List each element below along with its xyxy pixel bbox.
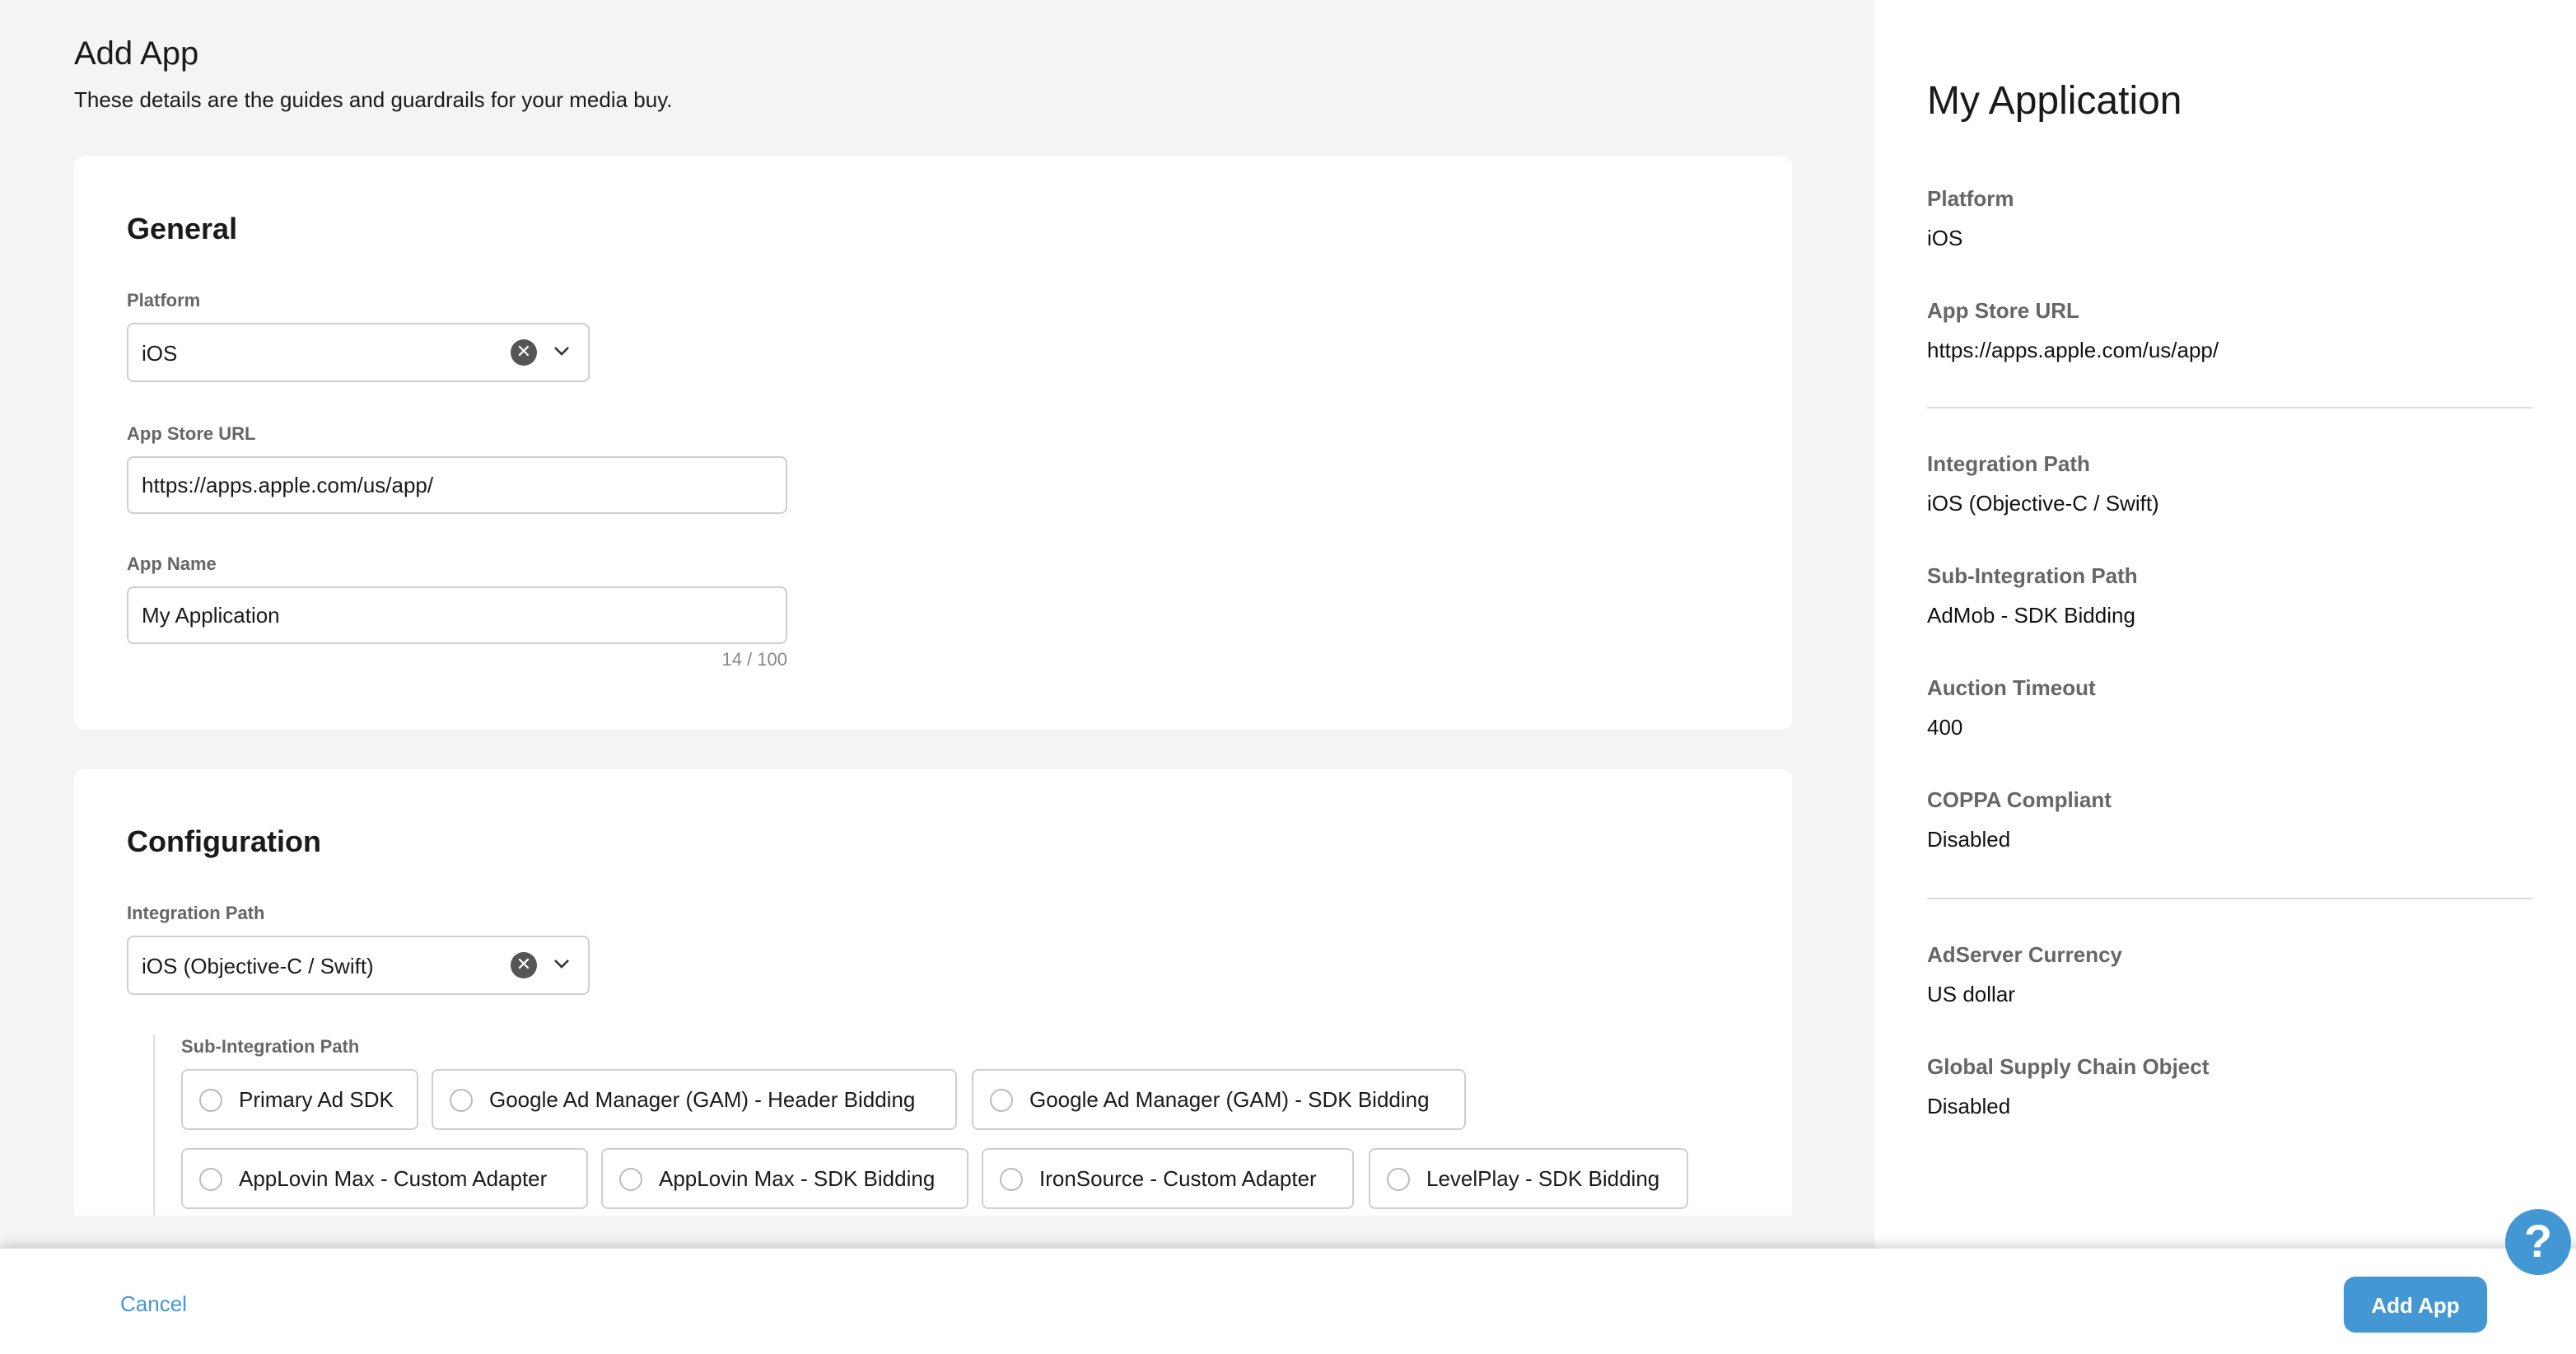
- divider: [1927, 898, 2533, 899]
- option-label: Google Ad Manager (GAM) - Header Bidding: [489, 1087, 916, 1112]
- sub-integration-label: Sub-Integration Path: [181, 1038, 360, 1058]
- summary-value: 400: [1927, 715, 1963, 740]
- radio-icon[interactable]: [1387, 1167, 1410, 1190]
- summary-label: Auction Timeout: [1927, 675, 2096, 700]
- summary-label: Sub-Integration Path: [1927, 563, 2138, 588]
- summary-label: Integration Path: [1927, 451, 2090, 476]
- clear-icon[interactable]: ✕: [511, 339, 537, 366]
- summary-value: AdMob - SDK Bidding: [1927, 603, 2135, 628]
- general-title: General: [127, 212, 238, 245]
- summary-panel: My Application Platform iOS App Store URL h…: [1874, 0, 2576, 1351]
- sub-integration-option[interactable]: Primary Ad SDK: [181, 1069, 418, 1130]
- divider: [1927, 407, 2533, 409]
- form-area: Add App These details are the guides and…: [74, 36, 1792, 1216]
- summary-value: iOS (Objective-C / Swift): [1927, 491, 2159, 516]
- summary-value: Disabled: [1927, 1094, 2011, 1118]
- cancel-button[interactable]: Cancel: [120, 1291, 187, 1316]
- option-label: LevelPlay - SDK Bidding: [1426, 1166, 1660, 1191]
- summary-value: Disabled: [1927, 827, 2011, 852]
- sub-integration-option[interactable]: LevelPlay - SDK Bidding: [1369, 1148, 1688, 1209]
- summary-label: Global Supply Chain Object: [1927, 1054, 2210, 1079]
- radio-icon[interactable]: [1000, 1167, 1023, 1190]
- summary-value: US dollar: [1927, 982, 2015, 1006]
- radio-icon[interactable]: [199, 1167, 222, 1190]
- platform-value: iOS: [142, 340, 178, 365]
- summary-label: COPPA Compliant: [1927, 787, 2112, 812]
- integration-path-label: Integration Path: [127, 904, 265, 924]
- radio-icon[interactable]: [450, 1088, 473, 1111]
- option-label: AppLovin Max - Custom Adapter: [239, 1166, 548, 1191]
- chevron-down-icon[interactable]: [552, 341, 572, 361]
- page-title: Add App: [74, 36, 199, 72]
- option-label: AppLovin Max - SDK Bidding: [659, 1166, 936, 1191]
- radio-icon[interactable]: [990, 1088, 1013, 1111]
- option-label: Google Ad Manager (GAM) - SDK Bidding: [1029, 1087, 1430, 1112]
- summary-label: App Store URL: [1927, 298, 2079, 323]
- char-counter: 14 / 100: [721, 651, 787, 670]
- sub-integration-option[interactable]: Google Ad Manager (GAM) - Header Bidding: [432, 1069, 957, 1130]
- general-card: General Platform iOS ✕ App Store URL htt…: [74, 156, 1792, 730]
- footer-bar: Cancel Add App: [0, 1249, 2576, 1354]
- integration-path-select[interactable]: iOS (Objective-C / Swift) ✕: [127, 936, 590, 995]
- option-label: IronSource - Custom Adapter: [1039, 1166, 1317, 1191]
- indent-line: [153, 1034, 155, 1216]
- platform-label: Platform: [127, 292, 201, 311]
- clear-icon[interactable]: ✕: [511, 952, 537, 978]
- sub-integration-option[interactable]: IronSource - Custom Adapter: [982, 1148, 1354, 1209]
- integration-path-value: iOS (Objective-C / Swift): [142, 953, 374, 978]
- app-name-input[interactable]: My Application: [127, 586, 787, 644]
- sub-integration-option[interactable]: AppLovin Max - SDK Bidding: [601, 1148, 968, 1209]
- sub-integration-option[interactable]: AppLovin Max - Custom Adapter: [181, 1148, 588, 1209]
- summary-label: AdServer Currency: [1927, 942, 2122, 967]
- radio-icon[interactable]: [199, 1088, 222, 1111]
- platform-select[interactable]: iOS ✕: [127, 323, 590, 382]
- question-icon: ?: [2523, 1216, 2553, 1267]
- configuration-title: Configuration: [127, 825, 321, 858]
- app-name-label: App Name: [127, 555, 217, 575]
- radio-icon[interactable]: [619, 1167, 642, 1190]
- summary-title: My Application: [1927, 79, 2182, 124]
- help-button[interactable]: ?: [2505, 1209, 2571, 1275]
- app-store-url-value: https://apps.apple.com/us/app/: [142, 473, 434, 497]
- chevron-down-icon[interactable]: [552, 954, 572, 973]
- summary-value: iOS: [1927, 226, 1963, 250]
- page-subtitle: These details are the guides and guardra…: [74, 87, 673, 112]
- add-app-button[interactable]: Add App: [2344, 1277, 2487, 1333]
- app-name-value: My Application: [142, 603, 280, 628]
- sub-integration-option[interactable]: Google Ad Manager (GAM) - SDK Bidding: [972, 1069, 1466, 1130]
- app-store-url-label: App Store URL: [127, 425, 256, 445]
- summary-label: Platform: [1927, 186, 2014, 211]
- summary-value: https://apps.apple.com/us/app/: [1927, 338, 2219, 362]
- configuration-card: Configuration Integration Path iOS (Obje…: [74, 769, 1792, 1216]
- app-store-url-input[interactable]: https://apps.apple.com/us/app/: [127, 456, 787, 514]
- option-label: Primary Ad SDK: [239, 1087, 394, 1112]
